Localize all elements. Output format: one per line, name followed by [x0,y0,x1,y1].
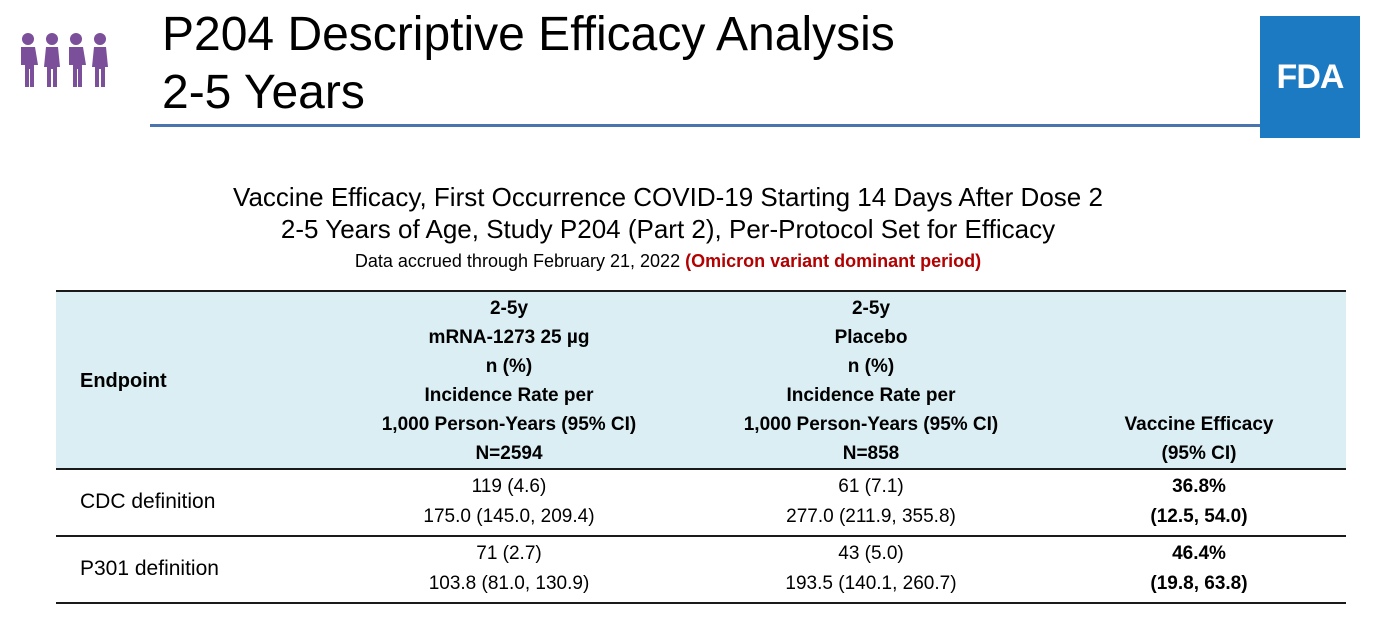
omicron-period-note: (Omicron variant dominant period) [685,251,982,271]
data-accrual-note: Data accrued through February 21, 2022 [354,251,686,271]
table-row: CDC definition 119 (4.6) 175.0 (145.0, 2… [56,469,1346,536]
table-row: P301 definition 71 (2.7) 103.8 (81.0, 13… [56,536,1346,603]
table-caption-line1: Vaccine Efficacy, First Occurrence COVID… [233,182,1103,212]
endpoint-header: Endpoint [80,369,167,392]
vaccine-cell: 119 (4.6) 175.0 (145.0, 209.4) [423,476,595,527]
endpoint-cell: CDC definition [80,490,216,513]
vaccine-column-header: 2-5y mRNA-1273 25 µg n (%) Incidence Rat… [381,298,637,464]
page-title-line2: 2-5 Years [162,66,365,119]
children-group-icon [21,33,108,87]
efficacy-column-header: Vaccine Efficacy (95% CI) [1124,414,1274,464]
page-title-line1: P204 Descriptive Efficacy Analysis [162,8,895,61]
efficacy-cell: 46.4% (19.8, 63.8) [1150,543,1248,594]
title-underline [150,124,1285,127]
table-header-row: Endpoint 2-5y mRNA-1273 25 µg n (%) Inci… [56,291,1346,469]
table-caption-line2: 2-5 Years of Age, Study P204 (Part 2), P… [280,214,1056,244]
endpoint-cell: P301 definition [80,557,219,580]
vaccine-cell: 71 (2.7) 103.8 (81.0, 130.9) [428,543,590,594]
efficacy-table: Endpoint 2-5y mRNA-1273 25 µg n (%) Inci… [56,290,1346,604]
efficacy-cell: 36.8% (12.5, 54.0) [1150,476,1248,527]
fda-logo: FDA [1260,16,1360,138]
placebo-cell: 43 (5.0) 193.5 (140.1, 260.7) [785,543,957,594]
placebo-cell: 61 (7.1) 277.0 (211.9, 355.8) [786,476,956,527]
table-caption-line3: Data accrued through February 21, 2022 (… [0,251,1336,272]
placebo-column-header: 2-5y Placebo n (%) Incidence Rate per 1,… [743,298,999,464]
page-title: P204 Descriptive Efficacy Analysis 2-5 Y… [162,6,895,122]
